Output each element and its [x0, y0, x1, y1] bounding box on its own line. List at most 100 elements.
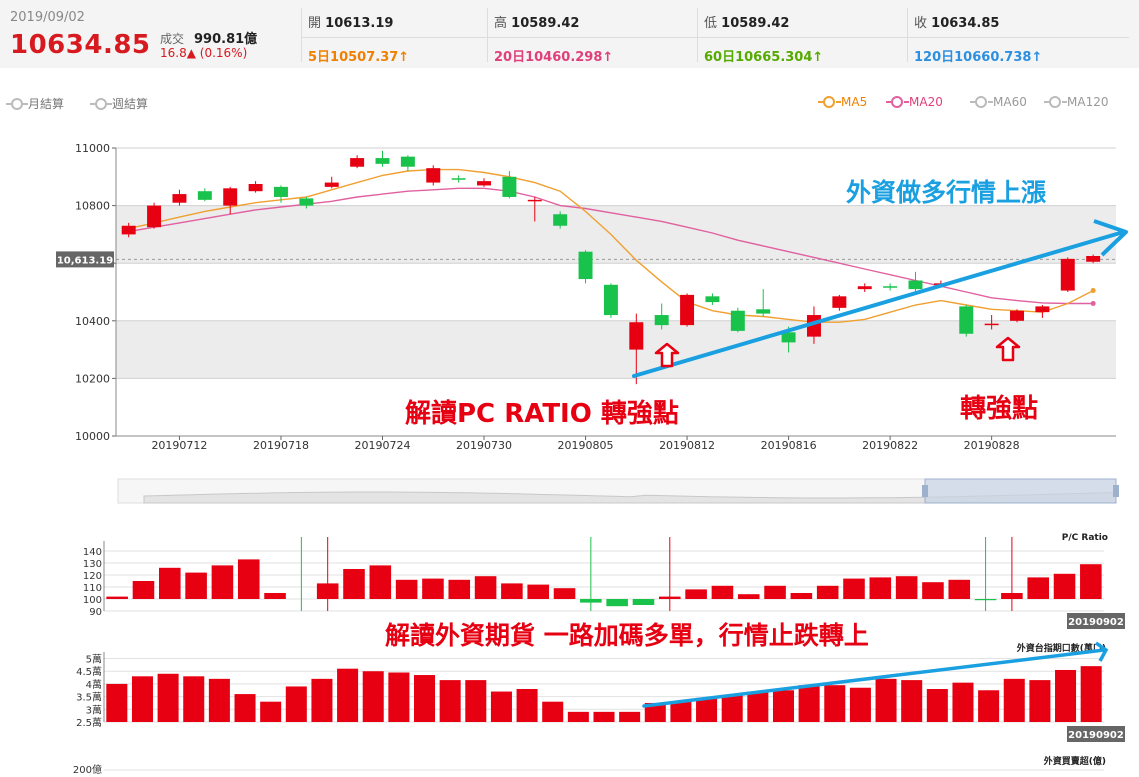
bar [311, 678, 333, 722]
futures-arrow-head [1094, 641, 1109, 662]
bar [843, 578, 865, 599]
price-change: 16.8▲ (0.16%) [160, 46, 248, 60]
bar [131, 676, 153, 722]
bar [922, 582, 944, 599]
high-stat: 高 10589.42 [494, 12, 579, 31]
open-label: 開 [308, 16, 322, 31]
bar [501, 583, 523, 599]
grid-band [116, 205, 1116, 264]
bar [211, 565, 234, 599]
bar [1029, 680, 1051, 722]
bar [183, 676, 205, 722]
bar [948, 579, 971, 599]
x-tick-label: 20190822 [862, 439, 918, 452]
candle-body [299, 198, 314, 206]
toggle-monthly[interactable]: 月結算 [6, 95, 64, 112]
candle-body [756, 309, 771, 314]
trend-arrow-line [632, 231, 1122, 378]
y-tick-label: 120 [83, 571, 102, 582]
x-tick-label: 20190805 [558, 439, 614, 452]
candle-body [781, 332, 796, 343]
annotation-bullish: 外資做多行情上漲 [846, 178, 1047, 207]
candle-body [451, 178, 466, 180]
bar [926, 689, 948, 722]
low-label: 低 [704, 16, 718, 31]
divider [487, 8, 488, 62]
y-tick-label: 2.5萬 [76, 716, 102, 729]
bar [285, 686, 307, 722]
legend-ma120[interactable]: MA120 [1044, 95, 1108, 109]
candle-body [908, 280, 923, 290]
candle-body [350, 158, 365, 167]
legend-ma60-icon [975, 96, 987, 108]
close-value: 10634.85 [931, 16, 1000, 31]
bar [395, 579, 418, 599]
bar [542, 701, 564, 722]
bar [567, 711, 589, 722]
grid-band [116, 320, 1116, 379]
turn-point-arrow-icon [995, 336, 1021, 362]
candle-body [857, 286, 872, 290]
bar [593, 711, 615, 722]
y-tick-label: 90 [89, 607, 102, 618]
candle-body [1035, 306, 1050, 313]
bar [1055, 669, 1077, 722]
candle-body [959, 306, 974, 334]
y-tick-label: 10000 [75, 430, 110, 443]
bar [1080, 564, 1102, 599]
bar [875, 678, 897, 722]
open-stat: 開 10613.19 [308, 12, 393, 31]
radio-icon [11, 98, 23, 110]
futures-arrow-line [642, 648, 1106, 708]
legend-ma5[interactable]: MA5 [818, 95, 867, 109]
bar [369, 565, 392, 599]
bar [721, 695, 743, 722]
bar [644, 702, 666, 722]
candle-body [1086, 256, 1101, 262]
y-tick-label: 4.5萬 [76, 665, 102, 678]
ma20-line [128, 187, 1094, 305]
legend-ma120-icon [1049, 96, 1061, 108]
x-tick-label: 20190816 [761, 439, 817, 452]
high-value: 10589.42 [511, 16, 580, 31]
bar [711, 585, 734, 599]
candle-body [172, 194, 187, 203]
legend-ma5-label: MA5 [841, 95, 868, 109]
bar [1080, 666, 1102, 722]
navigator-handle-right [1113, 485, 1119, 497]
bar [260, 701, 282, 722]
bar [869, 577, 892, 599]
y-tick-label: 3萬 [86, 703, 102, 716]
bar [185, 572, 207, 599]
candle-body [197, 191, 212, 200]
range-navigator[interactable] [117, 478, 1119, 504]
annotation-futures: 解讀外資期貨 一路加碼多單，行情止跌轉上 [385, 621, 869, 650]
x-tick-label: 20190828 [964, 439, 1020, 452]
bar [632, 599, 655, 605]
bar [606, 599, 628, 607]
toggle-weekly[interactable]: 週結算 [90, 95, 148, 112]
bar [952, 682, 974, 722]
legend-ma60[interactable]: MA60 [970, 95, 1027, 109]
legend-ma5-icon [823, 96, 835, 108]
close-stat: 收 10634.85 [914, 12, 999, 31]
candle-body [832, 296, 847, 308]
bar [362, 671, 384, 722]
bar [685, 589, 707, 599]
last-price: 10634.85 [10, 30, 151, 60]
y-tick-label: 3.5萬 [76, 691, 102, 704]
legend-ma20[interactable]: MA20 [886, 95, 943, 109]
bar [764, 585, 786, 599]
bar [798, 685, 820, 722]
volume-value: 990.81億 [194, 32, 258, 47]
x-tick-label: 20190730 [456, 439, 512, 452]
date-tag [1067, 726, 1125, 742]
close-label: 收 [914, 16, 928, 31]
bar [132, 581, 155, 599]
candle-body [578, 251, 593, 280]
candle-body [603, 284, 618, 316]
bar [527, 584, 549, 599]
quote-header: 2019/09/02 10634.85 成交 990.81億 16.8▲ (0.… [0, 0, 1139, 68]
ma60-value: 60日10665.304↑ [704, 50, 824, 65]
toggle-monthly-label: 月結算 [28, 97, 65, 111]
